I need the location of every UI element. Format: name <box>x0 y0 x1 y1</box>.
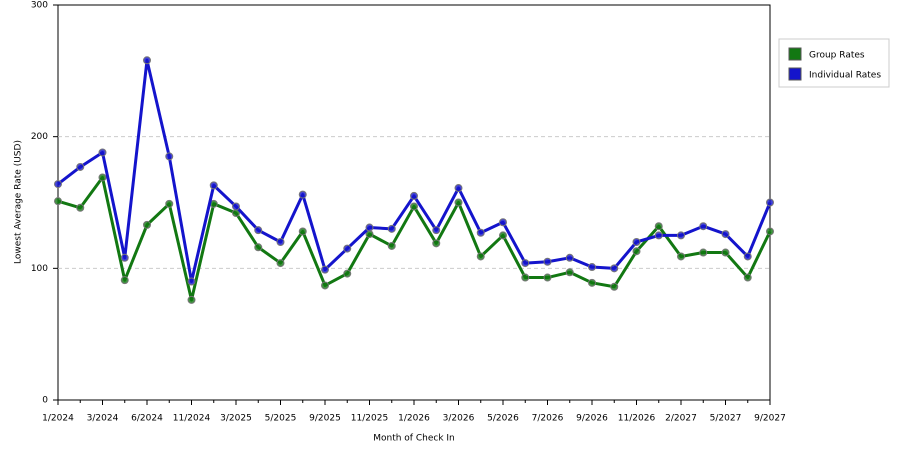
point <box>410 191 418 200</box>
x-tick-label: 9/2025 <box>309 414 341 424</box>
point <box>187 277 196 286</box>
point <box>499 231 507 240</box>
point <box>254 243 263 252</box>
x-tick-label: 11/2025 <box>351 414 388 424</box>
point <box>254 226 263 235</box>
point <box>54 180 62 189</box>
point <box>143 56 151 65</box>
x-tick-label: 1/2024 <box>42 414 74 424</box>
point <box>521 259 530 268</box>
point <box>343 269 352 278</box>
x-tick-label: 9/2027 <box>754 414 786 424</box>
point <box>321 281 329 290</box>
point <box>98 148 107 157</box>
point <box>165 152 174 161</box>
point <box>632 238 641 246</box>
point <box>654 222 663 231</box>
point <box>454 184 463 193</box>
x-tick-label: 2/2027 <box>665 414 697 424</box>
legend-swatch <box>788 47 802 61</box>
x-tick-label: 9/2026 <box>576 414 608 424</box>
point <box>120 253 129 262</box>
x-tick-label: 3/2026 <box>443 414 475 424</box>
point <box>209 181 218 190</box>
point <box>543 257 552 266</box>
point <box>677 231 685 240</box>
point <box>432 226 441 235</box>
point <box>98 173 107 182</box>
point <box>276 238 285 246</box>
point <box>699 248 708 257</box>
point <box>76 203 85 212</box>
point <box>588 263 596 272</box>
point <box>476 252 485 261</box>
x-tick-label: 5/2025 <box>265 414 297 424</box>
point <box>387 224 396 233</box>
point <box>766 227 774 236</box>
x-tick-label: 6/2024 <box>131 414 163 424</box>
point <box>743 273 752 282</box>
x-tick-label: 11/2026 <box>618 414 656 424</box>
point <box>499 218 507 227</box>
point <box>76 162 85 171</box>
x-tick-label: 5/2026 <box>487 414 519 424</box>
point <box>343 244 352 253</box>
x-tick-label: 7/2026 <box>532 414 564 424</box>
point <box>276 259 285 268</box>
point <box>565 268 574 277</box>
legend-swatch <box>788 67 802 81</box>
point <box>721 248 730 257</box>
x-axis-label: Month of Check In <box>373 434 455 444</box>
point <box>677 252 685 261</box>
point <box>143 220 151 229</box>
y-axis-label: Lowest Average Rate (USD) <box>14 140 24 264</box>
point <box>699 222 708 231</box>
point <box>432 239 441 248</box>
point <box>521 273 530 282</box>
point <box>743 252 752 261</box>
point <box>632 247 641 256</box>
point <box>543 273 552 282</box>
point <box>165 199 174 208</box>
point <box>721 230 730 239</box>
point <box>54 197 62 206</box>
point <box>588 278 596 287</box>
legend-label: Group Rates <box>809 51 865 61</box>
point <box>610 282 619 291</box>
x-tick-label: 11/2024 <box>173 414 211 424</box>
point <box>565 253 574 262</box>
point <box>365 223 374 232</box>
x-tick-label: 1/2026 <box>398 414 430 424</box>
point <box>120 276 129 285</box>
legend-label: Individual Rates <box>809 71 881 81</box>
point <box>410 202 418 211</box>
point <box>654 231 663 240</box>
y-tick-label: 0 <box>42 396 48 406</box>
point <box>298 227 307 236</box>
point <box>454 198 463 207</box>
point <box>187 295 196 304</box>
point <box>610 264 619 273</box>
y-tick-label: 200 <box>31 132 48 142</box>
point <box>232 202 240 211</box>
x-tick-label: 5/2027 <box>710 414 742 424</box>
y-tick-label: 100 <box>31 264 48 274</box>
point <box>387 241 396 250</box>
point <box>766 198 774 207</box>
x-tick-label: 3/2025 <box>220 414 252 424</box>
point <box>476 228 485 237</box>
x-tick-label: 3/2024 <box>87 414 119 424</box>
point <box>298 190 307 199</box>
y-tick-label: 300 <box>31 1 48 11</box>
point <box>321 265 329 274</box>
